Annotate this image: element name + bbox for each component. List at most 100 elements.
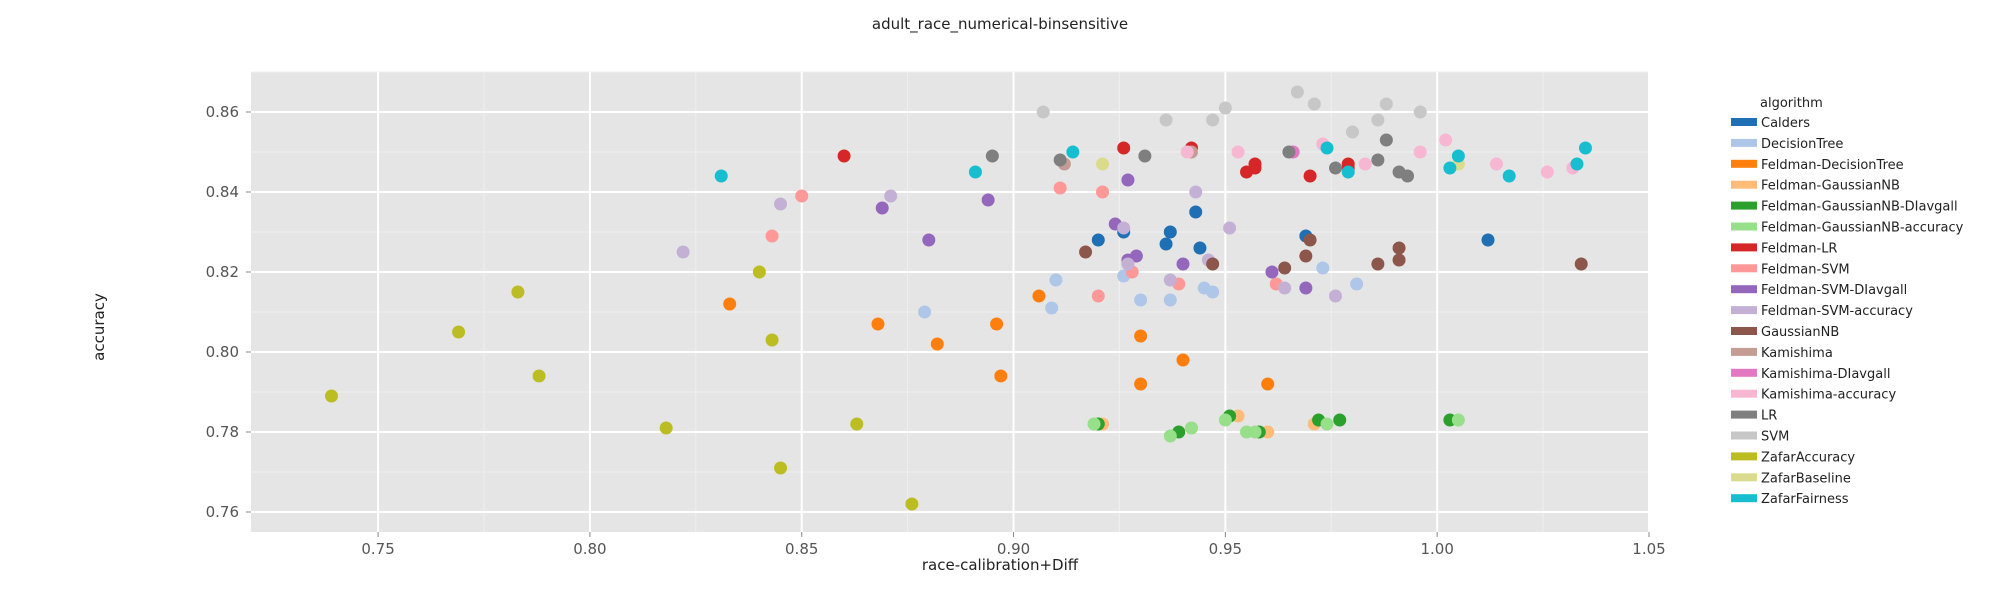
data-point — [1163, 293, 1177, 307]
data-point — [1451, 413, 1465, 427]
data-point — [1282, 145, 1296, 159]
data-point — [795, 189, 809, 203]
data-point — [1218, 413, 1232, 427]
data-point — [1371, 257, 1385, 271]
data-point — [1265, 265, 1279, 279]
data-point — [1218, 101, 1232, 115]
data-point — [1439, 133, 1453, 147]
data-point — [922, 233, 936, 247]
chart-title: adult_race_numerical-binsensitive — [872, 15, 1128, 34]
data-point — [1413, 145, 1427, 159]
x-tick-label: 0.85 — [785, 540, 818, 558]
data-point — [1502, 169, 1516, 183]
data-point — [884, 189, 898, 203]
data-point — [1320, 417, 1334, 431]
data-point — [1299, 281, 1313, 295]
data-point — [875, 201, 889, 215]
series-lr — [985, 133, 1415, 183]
series-svm — [1036, 85, 1427, 139]
legend: algorithm Calders DecisionTree Feldman-Dec… — [1731, 96, 1964, 507]
data-point — [1129, 249, 1143, 263]
data-point — [1121, 257, 1135, 271]
data-point — [774, 461, 788, 475]
legend-label: Kamishima-accuracy — [1761, 388, 1896, 403]
data-point — [1091, 233, 1105, 247]
legend-label: Feldman-GaussianNB-DIavgall — [1761, 200, 1958, 215]
data-point — [1443, 161, 1457, 175]
legend-swatch — [1731, 222, 1757, 231]
data-point — [1278, 261, 1292, 275]
data-point — [981, 193, 995, 207]
legend-swatch — [1731, 285, 1757, 294]
legend-label: LR — [1761, 409, 1777, 424]
legend-swatch — [1731, 264, 1757, 273]
data-point — [1138, 149, 1152, 163]
data-point — [1223, 221, 1237, 235]
data-point — [1371, 153, 1385, 167]
y-tick-label: 0.82 — [206, 263, 239, 281]
legend-title: algorithm — [1760, 96, 1823, 111]
data-point — [765, 333, 779, 347]
legend-label: Calders — [1761, 116, 1810, 131]
data-point — [1392, 253, 1406, 267]
series-feldman-decisiontree — [723, 289, 1275, 391]
legend-swatch — [1731, 327, 1757, 335]
data-point — [1134, 293, 1148, 307]
y-tick-label: 0.76 — [206, 503, 239, 521]
legend-label: ZafarBaseline — [1761, 471, 1851, 486]
data-point — [1248, 425, 1262, 439]
data-point — [1261, 377, 1275, 391]
x-tick-label: 1.05 — [1632, 540, 1665, 558]
data-point — [1345, 125, 1359, 139]
data-point — [1036, 105, 1050, 119]
legend-swatch — [1731, 431, 1757, 440]
y-axis-label: accuracy — [90, 293, 108, 361]
series-zafarfairness — [714, 141, 1592, 183]
data-point — [1329, 289, 1343, 303]
data-point — [1341, 165, 1355, 179]
data-point — [452, 325, 466, 339]
data-point — [1053, 153, 1067, 167]
data-point — [676, 245, 690, 259]
legend-label: Feldman-SVM-accuracy — [1761, 304, 1913, 319]
data-point — [1303, 233, 1317, 247]
data-point — [659, 421, 673, 435]
data-point — [774, 197, 788, 211]
y-tick-label: 0.84 — [206, 183, 239, 201]
data-point — [1379, 133, 1393, 147]
data-point — [1320, 141, 1334, 155]
data-point — [1392, 241, 1406, 255]
data-point — [1096, 185, 1110, 199]
data-point — [723, 297, 737, 311]
data-point — [1574, 257, 1588, 271]
legend-label: DecisionTree — [1761, 137, 1843, 152]
data-point — [1206, 257, 1220, 271]
data-point — [1134, 377, 1148, 391]
data-point — [1303, 169, 1317, 183]
data-point — [1066, 145, 1080, 159]
data-point — [1159, 237, 1173, 251]
legend-swatch — [1731, 159, 1757, 168]
data-point — [532, 369, 546, 383]
data-point — [714, 169, 728, 183]
y-tick-label: 0.78 — [206, 423, 239, 441]
data-point — [1350, 277, 1364, 291]
y-tick-label: 0.86 — [206, 103, 239, 121]
legend-swatch — [1731, 201, 1757, 210]
data-points — [324, 85, 1592, 511]
legend-swatch — [1731, 138, 1757, 147]
data-point — [850, 417, 864, 431]
data-point — [1299, 249, 1313, 263]
legend-label: Feldman-LR — [1761, 241, 1837, 256]
data-point — [985, 149, 999, 163]
data-point — [1184, 421, 1198, 435]
data-point — [511, 285, 525, 299]
y-tick-label: 0.80 — [206, 343, 239, 361]
legend-label: Feldman-GaussianNB — [1761, 179, 1900, 194]
data-point — [1134, 329, 1148, 343]
data-point — [1358, 157, 1372, 171]
legend-label: ZafarFairness — [1761, 492, 1849, 507]
data-point — [1180, 145, 1194, 159]
data-point — [1087, 417, 1101, 431]
series-kamishima-accuracy — [1180, 133, 1580, 179]
